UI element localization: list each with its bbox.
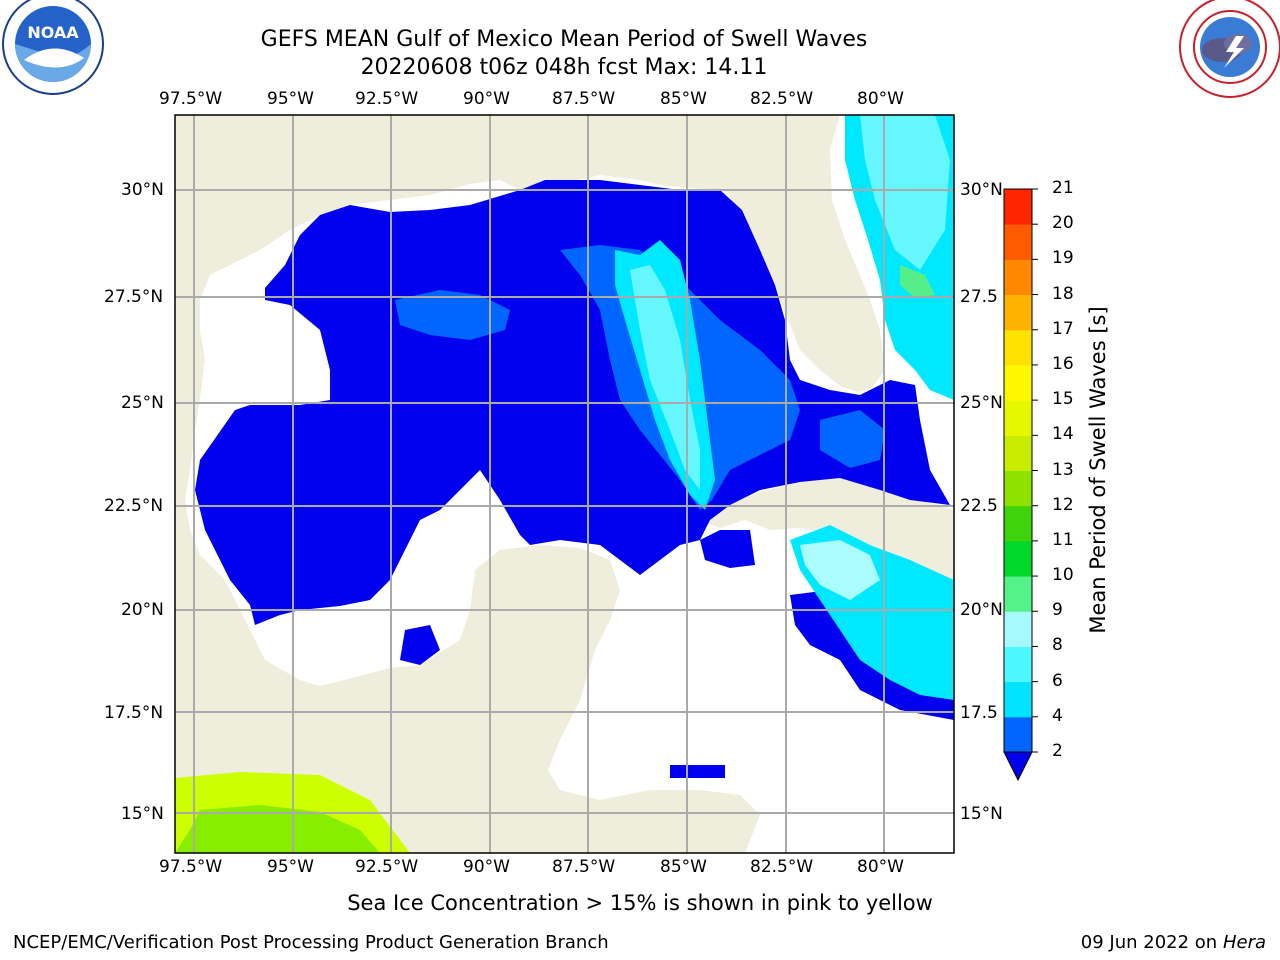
- colorbar-swatch: [1004, 540, 1032, 577]
- colorbar-tick-label: 15: [1052, 389, 1074, 410]
- colorbar-tick-label: 16: [1052, 353, 1074, 374]
- swell-field-honduras: [670, 765, 725, 778]
- colorbar-swatch: [1004, 189, 1032, 225]
- lon-tick-top: 90°W: [463, 89, 510, 109]
- colorbar-tick-label: 13: [1052, 459, 1074, 480]
- lat-tick-left: 20°N: [121, 600, 164, 620]
- colorbar-swatch: [1004, 681, 1032, 718]
- colorbar-swatch: [1004, 294, 1032, 331]
- nws-logo: [1179, 0, 1280, 98]
- lon-tick-top: 82.5°W: [750, 89, 814, 109]
- lon-tick-top: 95°W: [267, 89, 314, 109]
- lat-tick-right: 20°N: [960, 600, 1003, 620]
- lon-tick-top: 92.5°W: [355, 89, 419, 109]
- swell-field-yucatan-channel: [700, 530, 755, 568]
- generation-date: 09 Jun 2022 on Hera: [1081, 932, 1266, 953]
- colorbar-swatch: [1004, 259, 1032, 296]
- colorbar-tick-label: 6: [1052, 670, 1063, 691]
- colorbar-swatch: [1004, 364, 1032, 401]
- lon-tick-bottom: 87.5°W: [552, 857, 616, 877]
- colorbar-tick-label: 18: [1052, 283, 1074, 304]
- swell-field-caribbean-pale: [800, 540, 880, 600]
- colorbar-swatch: [1004, 505, 1032, 542]
- colorbar-tick-label: 17: [1052, 318, 1074, 339]
- sea-ice-note-text: Sea Ice Concentration > 15% is shown in …: [347, 891, 933, 915]
- colorbar: [1003, 188, 1038, 782]
- colorbar-tick-label: 9: [1052, 600, 1063, 621]
- lat-tick-right: 25°N: [960, 393, 1003, 413]
- colorbar-tick-label: 19: [1052, 248, 1074, 269]
- swell-field-cyan-light: [630, 265, 700, 490]
- lat-tick-right: 30°N: [960, 180, 1003, 200]
- colorbar-swatch: [1004, 470, 1032, 507]
- swell-field-west-band: [395, 290, 510, 340]
- lon-tick-bottom: 82.5°W: [750, 857, 814, 877]
- swell-field-atlantic-green: [900, 265, 935, 298]
- lat-tick-left: 15°N: [121, 804, 164, 824]
- plot-frame: [174, 114, 955, 854]
- colorbar-swatch: [1004, 435, 1032, 471]
- colorbar-swatch: [1004, 224, 1032, 260]
- colorbar-swatch: [1004, 716, 1032, 753]
- lon-tick-top: 97.5°W: [159, 89, 223, 109]
- lon-tick-bottom: 97.5°W: [159, 857, 223, 877]
- lat-tick-left: 25°N: [121, 393, 164, 413]
- org-credit: NCEP/EMC/Verification Post Processing Pr…: [13, 932, 609, 953]
- noaa-logo: NOAA: [2, 0, 104, 95]
- colorbar-tick-label: 21: [1052, 178, 1074, 198]
- colorbar-tick-label: 2: [1052, 741, 1063, 761]
- colorbar-extend-arrow: [1003, 751, 1033, 782]
- colorbar-tick-label: 10: [1052, 565, 1074, 586]
- lon-tick-top: 80°W: [857, 89, 904, 109]
- colorbar-tick-label: 8: [1052, 635, 1063, 656]
- colorbar-tick-label: 14: [1052, 424, 1074, 445]
- generation-host: Hera: [1222, 932, 1266, 953]
- map-subtitle: 20220608 t06z 048h fcst Max: 14.11: [360, 55, 768, 80]
- generation-date-text: 09 Jun 2022 on: [1080, 932, 1218, 953]
- map-title: GEFS MEAN Gulf of Mexico Mean Period of …: [260, 27, 868, 52]
- svg-text:NOAA: NOAA: [27, 23, 79, 42]
- lon-tick-bottom: 80°W: [857, 857, 904, 877]
- swell-field-florida-straits: [820, 410, 885, 468]
- lon-tick-bottom: 95°W: [267, 857, 314, 877]
- colorbar-tick-label: 11: [1052, 529, 1074, 550]
- colorbar-swatch: [1004, 646, 1032, 683]
- lat-tick-right: 27.5: [960, 287, 998, 307]
- lat-tick-left: 22.5°N: [104, 496, 164, 516]
- colorbar-swatch: [1004, 400, 1032, 436]
- colorbar-swatch: [1004, 329, 1032, 366]
- colorbar-swatch: [1004, 576, 1032, 612]
- gridlines: [175, 115, 954, 853]
- swell-field-atlantic-light: [860, 115, 950, 270]
- lon-tick-top: 85°W: [660, 89, 707, 109]
- ice-field-green: [175, 805, 380, 853]
- lon-tick-bottom: 92.5°W: [355, 857, 419, 877]
- colorbar-tick-label: 20: [1052, 213, 1074, 234]
- swell-field-campeche: [400, 625, 440, 665]
- lon-tick-bottom: 85°W: [660, 857, 707, 877]
- lon-tick-bottom: 90°W: [463, 857, 510, 877]
- colorbar-tick-label: 12: [1052, 494, 1074, 515]
- lat-tick-right: 22.5: [960, 496, 998, 516]
- lon-tick-top: 87.5°W: [552, 89, 616, 109]
- lat-tick-left: 30°N: [121, 180, 164, 200]
- sea-ice-note: Sea Ice Concentration > 15% is shown in …: [0, 891, 1280, 915]
- colorbar-tick-label: 4: [1052, 705, 1063, 726]
- colorbar-label: Mean Period of Swell Waves [s]: [1086, 306, 1110, 634]
- lat-tick-left: 17.5°N: [104, 703, 164, 723]
- lat-tick-left: 27.5°N: [104, 287, 164, 307]
- lat-tick-right: 17.5: [960, 703, 998, 723]
- colorbar-swatch: [1004, 611, 1032, 647]
- lat-tick-right: 15°N: [960, 804, 1003, 824]
